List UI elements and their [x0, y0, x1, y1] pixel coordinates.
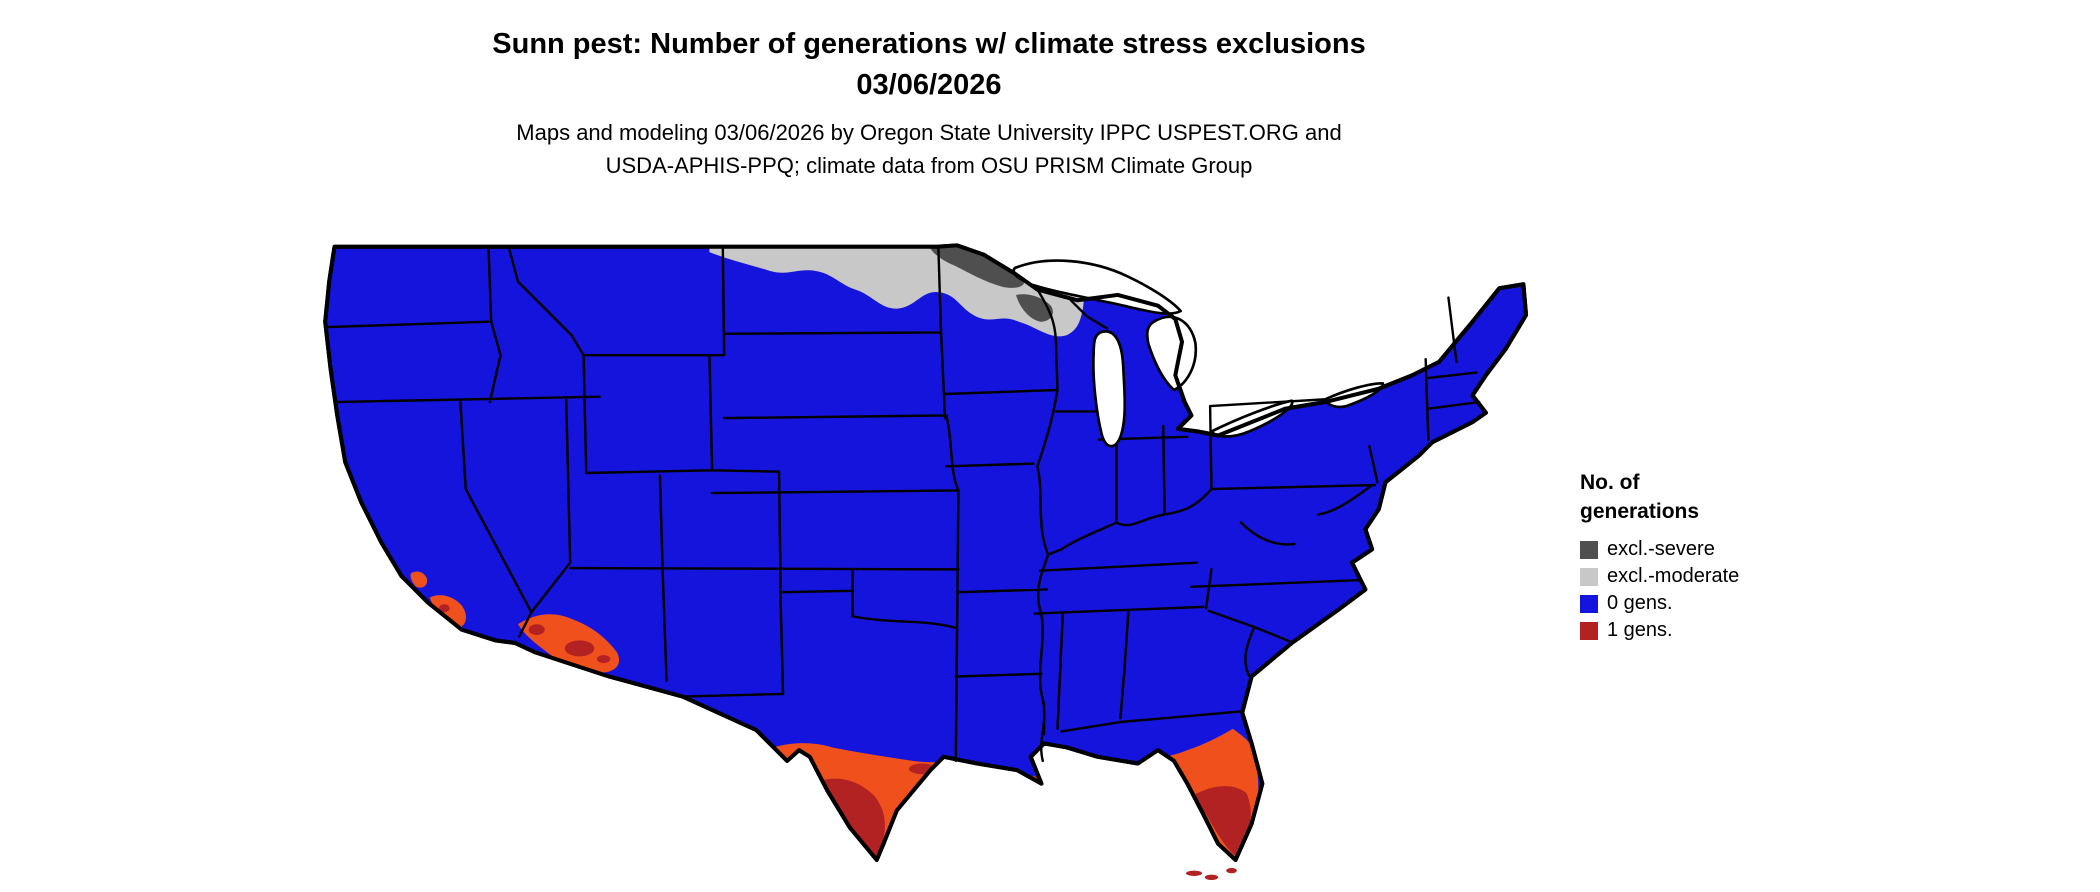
legend-label-1-gens: 1 gens.	[1607, 619, 1673, 641]
legend-item-0-gens: 0 gens.	[1580, 590, 1910, 617]
subtitle: Maps and modeling 03/06/2026 by Oregon S…	[0, 116, 1858, 182]
title-line-1: Sunn pest: Number of generations w/ clim…	[492, 28, 1366, 60]
legend-swatch-excl-moderate	[1580, 567, 1598, 586]
state-borders	[326, 245, 1481, 763]
legend: No. of generations excl.-severe excl.-mo…	[1580, 468, 1910, 644]
legend-title: No. of generations	[1580, 468, 1910, 526]
legend-label-0-gens: 0 gens.	[1607, 592, 1673, 614]
lake-huron	[1145, 315, 1198, 392]
florida-keys	[1186, 867, 1237, 880]
us-outline	[323, 243, 1529, 862]
us-map-svg	[323, 243, 1529, 880]
legend-swatch-1-gens	[1580, 621, 1598, 640]
legend-item-1-gens: 1 gens.	[1580, 617, 1910, 644]
legend-title-line-1: No. of	[1580, 471, 1640, 494]
legend-swatch-0-gens	[1580, 594, 1598, 613]
legend-label-excl-moderate: excl.-moderate	[1607, 565, 1740, 587]
lake-michigan	[1092, 330, 1127, 448]
legend-title-line-2: generations	[1580, 500, 1700, 523]
legend-item-excl-moderate: excl.-moderate	[1580, 563, 1910, 590]
title-date: 03/06/2026	[856, 69, 1002, 101]
us-map	[317, 228, 1553, 884]
legend-items: excl.-severe excl.-moderate 0 gens. 1 ge…	[1580, 536, 1910, 644]
page-title: Sunn pest: Number of generations w/ clim…	[0, 24, 1858, 106]
subtitle-line-1: Maps and modeling 03/06/2026 by Oregon S…	[516, 120, 1342, 145]
lake-erie	[1210, 399, 1294, 438]
legend-item-excl-severe: excl.-severe	[1580, 536, 1910, 563]
legend-label-excl-severe: excl.-severe	[1607, 538, 1715, 560]
legend-swatch-excl-severe	[1580, 540, 1598, 559]
subtitle-line-2: USDA-APHIS-PPQ; climate data from OSU PR…	[605, 153, 1253, 178]
